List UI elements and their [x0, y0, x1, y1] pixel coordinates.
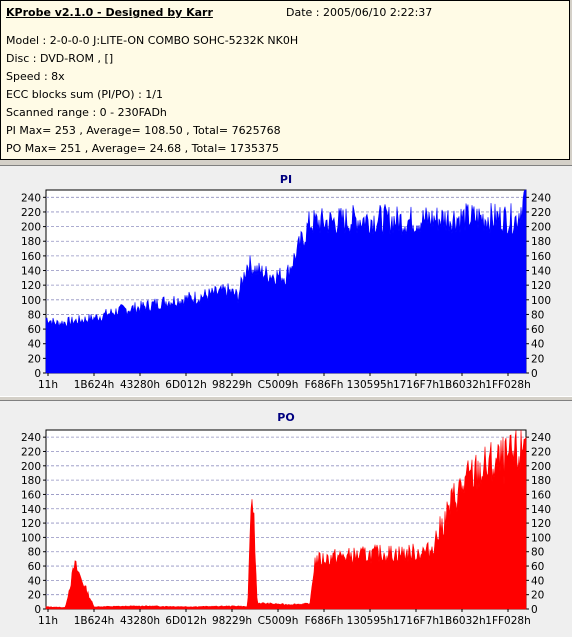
pi-xtick-label: F686Fh: [305, 379, 344, 391]
po-xtick-label: C5009h: [258, 615, 299, 627]
pi-ytick-label-left: 0: [34, 368, 41, 380]
pi-ytick-label-right: 60: [531, 324, 544, 336]
app-title: KProbe v2.1.0 - Designed by Karr: [6, 6, 213, 19]
po-ytick-label-left: 60: [28, 561, 41, 573]
pi-ytick-label-left: 180: [21, 236, 41, 248]
po-series-area: [45, 430, 527, 610]
po-ytick-label-left: 200: [21, 461, 41, 473]
po-xtick-label: 98229h: [212, 615, 252, 627]
po-ytick-label-right: 60: [531, 561, 544, 573]
po-ytick-label-left: 160: [21, 489, 41, 501]
po-xtick-label: F686Fh: [305, 615, 344, 627]
pi-xtick-label: 1B624h: [74, 379, 115, 391]
po-ytick-label-left: 240: [21, 432, 41, 444]
po-chart: PO 0 0 20 20 40 40 60 60 80 80 100 100 120 120 140 140 16…: [21, 411, 551, 627]
po-ytick-label-left: 100: [21, 532, 41, 544]
po-ytick-label-right: 80: [531, 547, 544, 559]
pi-xtick-label: C5009h: [258, 379, 299, 391]
po-summary-line: PO Max= 251 , Average= 24.68 , Total= 17…: [6, 142, 279, 155]
pi-ytick-label-right: 120: [531, 280, 551, 292]
po-xtick-label: 6D012h: [165, 615, 206, 627]
po-ytick-label-left: 120: [21, 518, 41, 530]
pi-xtick-label: 43280h: [120, 379, 160, 391]
pi-ytick-label-left: 200: [21, 222, 41, 234]
po-ytick-label-right: 100: [531, 532, 551, 544]
pi-xtick-label: 6D012h: [165, 379, 206, 391]
disc-line: Disc : DVD-ROM , []: [6, 52, 114, 65]
po-ytick-label-right: 120: [531, 518, 551, 530]
pi-ytick-label-left: 80: [28, 309, 41, 321]
pi-chart: PI 0 0 20 20 40 40 60 60 80 80 100 100 120 120 140 140 16…: [21, 173, 551, 391]
po-xtick-label: 130595h: [347, 615, 394, 627]
po-ytick-label-right: 40: [531, 575, 544, 587]
pi-ytick-label-left: 140: [21, 266, 41, 278]
pi-ytick-label-right: 140: [531, 266, 551, 278]
pi-ytick-label-left: 160: [21, 251, 41, 263]
po-ytick-label-right: 160: [531, 489, 551, 501]
po-xtick-label: 1716F7h: [393, 615, 439, 627]
pi-ytick-label-right: 160: [531, 251, 551, 263]
po-ytick-label-right: 240: [531, 432, 551, 444]
pi-ytick-label-right: 20: [531, 353, 544, 365]
pi-ytick-label-left: 60: [28, 324, 41, 336]
info-panel: KProbe v2.1.0 - Designed by Karr Date : …: [0, 0, 570, 160]
po-ytick-label-right: 20: [531, 590, 544, 602]
pi-xtick-label: 1B6032h: [438, 379, 485, 391]
pi-ytick-label-right: 80: [531, 309, 544, 321]
ecc-line: ECC blocks sum (PI/PO) : 1/1: [6, 88, 163, 101]
pi-ytick-label-left: 20: [28, 353, 41, 365]
po-ytick-label-left: 0: [34, 604, 41, 616]
pi-ytick-label-right: 240: [531, 192, 551, 204]
po-xtick-label: 1B6032h: [438, 615, 485, 627]
pi-ytick-label-right: 0: [531, 368, 538, 380]
pi-xtick-label: 98229h: [212, 379, 252, 391]
po-ytick-label-right: 140: [531, 504, 551, 516]
pi-ytick-label-left: 240: [21, 192, 41, 204]
po-ytick-label-left: 20: [28, 590, 41, 602]
po-xtick-label: 1B624h: [74, 615, 115, 627]
pi-chart-title: PI: [280, 173, 292, 186]
po-ytick-label-right: 0: [531, 604, 538, 616]
pi-ytick-label-left: 120: [21, 280, 41, 292]
po-ytick-label-left: 140: [21, 504, 41, 516]
pi-ytick-label-right: 180: [531, 236, 551, 248]
pi-summary-line: PI Max= 253 , Average= 108.50 , Total= 7…: [6, 124, 281, 137]
po-xtick-label: 43280h: [120, 615, 160, 627]
po-ytick-label-left: 80: [28, 547, 41, 559]
po-ytick-label-right: 180: [531, 475, 551, 487]
po-chart-panel: PO 0 0 20 20 40 40 60 60 80 80 100 100 120 120 140 140 16…: [0, 400, 572, 638]
po-xtick-label: 11h: [38, 615, 58, 627]
po-xtick-label: 1FF028h: [485, 615, 530, 627]
pi-ytick-label-left: 40: [28, 339, 41, 351]
scan-date: Date : 2005/06/10 2:22:37: [286, 6, 433, 19]
po-ytick-label-left: 180: [21, 475, 41, 487]
po-chart-title: PO: [277, 411, 294, 424]
po-ytick-label-right: 200: [531, 461, 551, 473]
model-line: Model : 2-0-0-0 J:LITE-ON COMBO SOHC-523…: [6, 34, 299, 47]
pi-xtick-label: 1FF028h: [485, 379, 530, 391]
pi-ytick-label-right: 40: [531, 339, 544, 351]
pi-ytick-label-right: 220: [531, 207, 551, 219]
po-ytick-label-left: 40: [28, 575, 41, 587]
pi-ytick-label-right: 200: [531, 222, 551, 234]
pi-xtick-label: 1716F7h: [393, 379, 439, 391]
pi-ytick-label-right: 100: [531, 295, 551, 307]
speed-line: Speed : 8x: [6, 70, 65, 83]
pi-ytick-label-left: 100: [21, 295, 41, 307]
pi-xtick-label: 11h: [38, 379, 58, 391]
pi-xtick-label: 130595h: [347, 379, 394, 391]
pi-series-area: [45, 189, 527, 374]
pi-ytick-label-left: 220: [21, 207, 41, 219]
pi-chart-panel: PI 0 0 20 20 40 40 60 60 80 80 100 100 120 120 140 140 16…: [0, 165, 572, 397]
po-ytick-label-right: 220: [531, 446, 551, 458]
range-line: Scanned range : 0 - 230FADh: [6, 106, 167, 119]
po-ytick-label-left: 220: [21, 446, 41, 458]
